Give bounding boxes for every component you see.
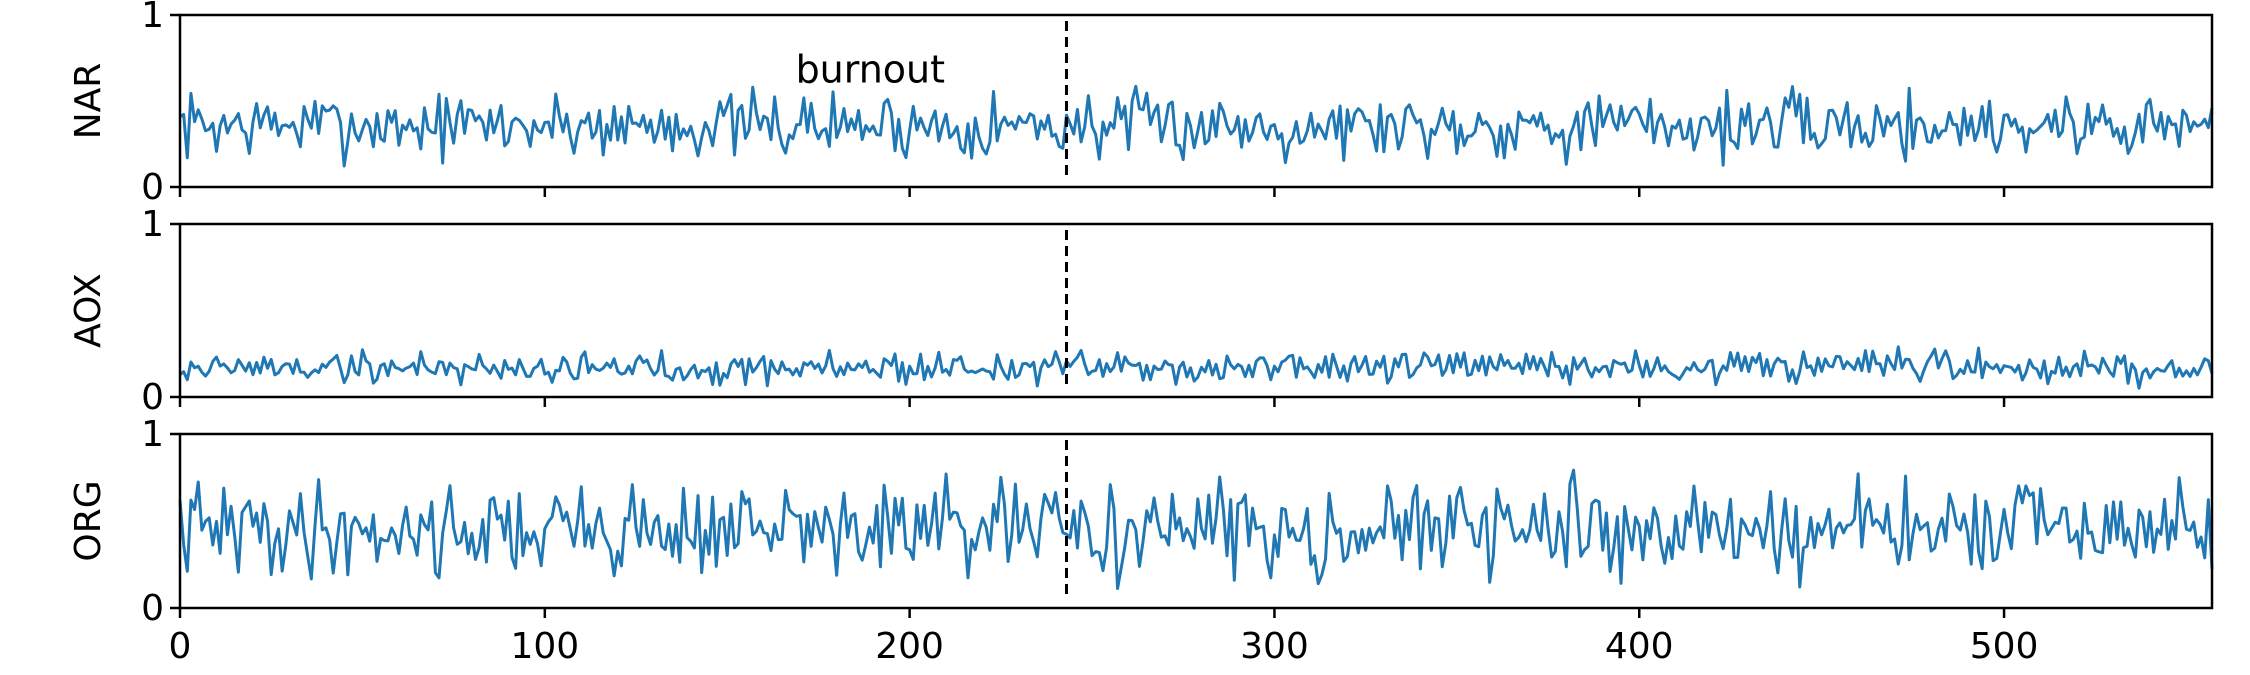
- series-line-aox: [179, 345, 2214, 390]
- series-line-nar: [179, 84, 2214, 168]
- x-tick-label: 100: [510, 626, 579, 667]
- y-axis-label: ORG: [68, 480, 109, 561]
- y-tick-label: 0: [141, 167, 164, 208]
- y-tick-label: 1: [141, 0, 164, 36]
- x-tick-label: 300: [1240, 626, 1309, 667]
- panel-aox: 0 1 AOX: [68, 204, 2214, 418]
- series-line-org: [178, 468, 2214, 591]
- y-tick-label: 0: [141, 588, 164, 629]
- panel-org: 0 1 ORG: [68, 414, 2214, 629]
- y-axis-label: NAR: [68, 63, 109, 140]
- y-tick-label: 1: [141, 414, 164, 455]
- x-tick-label: 0: [169, 626, 192, 667]
- y-tick-label: 0: [141, 377, 164, 418]
- y-axis-label: AOX: [68, 273, 109, 348]
- plot-frame: [178, 13, 2214, 189]
- plot-frame: [178, 222, 2214, 399]
- y-tick-label: 1: [141, 204, 164, 245]
- plot-frame: [178, 432, 2214, 610]
- x-tick-label: 200: [875, 626, 944, 667]
- x-tick-label: 500: [1970, 626, 2039, 667]
- panel-nar: 0 1 NAR burnout: [68, 0, 2214, 208]
- x-tick-label: 400: [1605, 626, 1674, 667]
- annotation-burnout: burnout: [796, 47, 945, 91]
